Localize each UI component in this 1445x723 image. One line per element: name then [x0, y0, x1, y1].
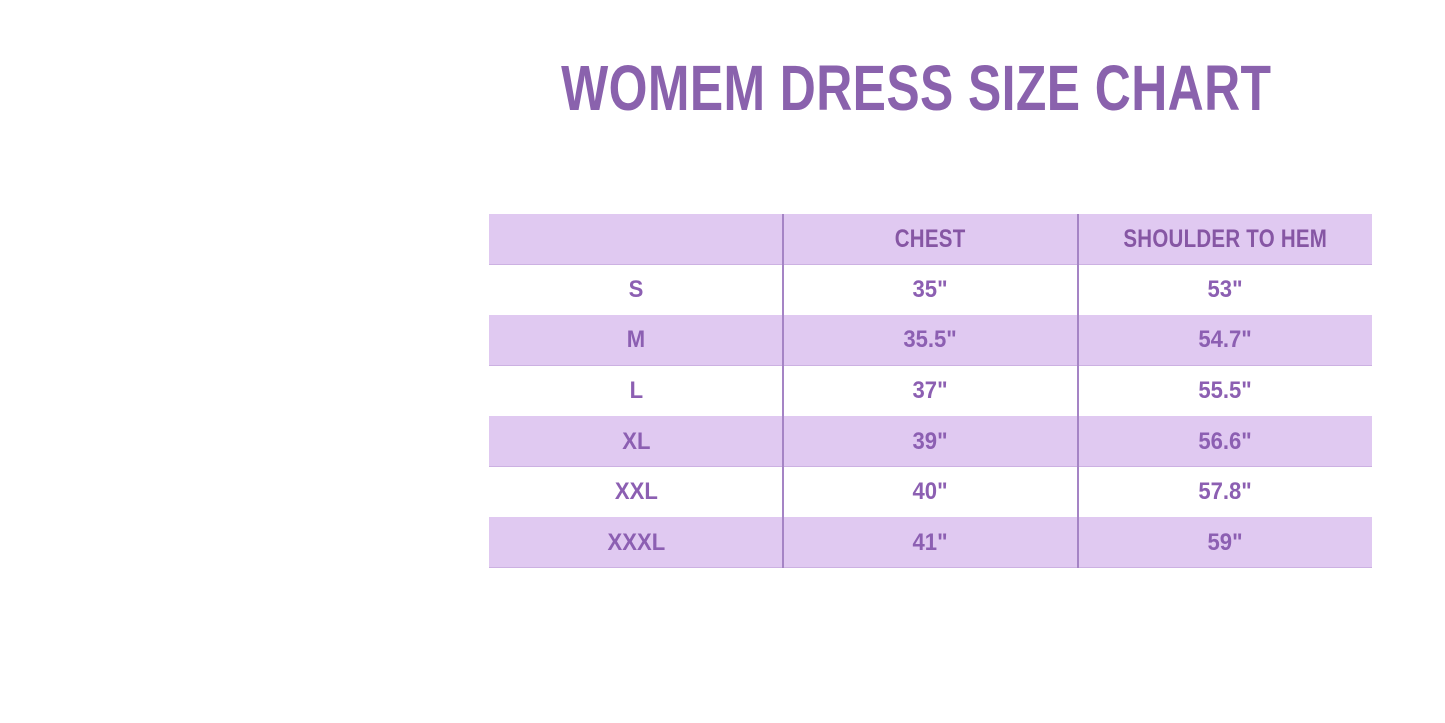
cell-shoulder-to-hem: 59"	[1078, 517, 1372, 568]
chest-value: 35.5"	[903, 326, 958, 354]
cell-size: L	[489, 366, 783, 417]
size-label: XXXL	[607, 528, 665, 556]
chest-value: 35"	[912, 275, 949, 303]
header-cell-chest: CHEST	[783, 214, 1077, 265]
cell-shoulder-to-hem: 57.8"	[1078, 467, 1372, 518]
header-cell-shoulder-to-hem: SHOULDER TO HEM	[1078, 214, 1372, 265]
column-divider	[782, 214, 785, 568]
cell-shoulder-to-hem: 53"	[1078, 265, 1372, 316]
cell-chest: 35"	[783, 265, 1077, 316]
page-title: WOMEM DRESS SIZE CHART	[489, 56, 1372, 120]
shoulder-to-hem-value: 56.6"	[1198, 427, 1252, 455]
chest-value: 41"	[912, 528, 949, 556]
cell-size: S	[489, 265, 783, 316]
size-label: S	[628, 275, 644, 303]
size-label: XXL	[614, 478, 658, 506]
chest-value: 39"	[912, 427, 949, 455]
shoulder-to-hem-value: 55.5"	[1198, 376, 1252, 404]
table-row-l: L 37" 55.5"	[489, 365, 1372, 417]
size-chart-table: CHEST SHOULDER TO HEM S 35" 53" M 35.5"	[489, 214, 1372, 568]
table-row-m: M 35.5" 54.7"	[489, 315, 1372, 366]
cell-chest: 40"	[783, 467, 1077, 518]
shoulder-to-hem-value: 59"	[1207, 528, 1243, 556]
cell-chest: 41"	[783, 517, 1077, 568]
cell-chest: 37"	[783, 366, 1077, 417]
shoulder-to-hem-value: 57.8"	[1198, 478, 1252, 506]
size-label: M	[626, 326, 646, 354]
header-label-shoulder-to-hem: SHOULDER TO HEM	[1122, 224, 1327, 253]
cell-size: XXXL	[489, 517, 783, 568]
table-row-xl: XL 39" 56.6"	[489, 416, 1372, 467]
shoulder-to-hem-value: 53"	[1207, 275, 1243, 303]
header-label-chest: CHEST	[895, 224, 966, 253]
shoulder-to-hem-value: 54.7"	[1198, 326, 1252, 354]
table-row-xxxl: XXXL 41" 59"	[489, 517, 1372, 568]
cell-shoulder-to-hem: 54.7"	[1078, 315, 1372, 366]
cell-chest: 39"	[783, 416, 1077, 467]
size-label: L	[629, 376, 643, 404]
size-label: XL	[622, 427, 651, 455]
table-header-row: CHEST SHOULDER TO HEM	[489, 214, 1372, 265]
cell-shoulder-to-hem: 56.6"	[1078, 416, 1372, 467]
table-row-xxl: XXL 40" 57.8"	[489, 466, 1372, 518]
chest-value: 40"	[912, 478, 949, 506]
column-divider	[1076, 214, 1079, 568]
cell-shoulder-to-hem: 55.5"	[1078, 366, 1372, 417]
table-row-s: S 35" 53"	[489, 264, 1372, 316]
cell-size: M	[489, 315, 783, 366]
header-cell-size	[489, 214, 783, 265]
chest-value: 37"	[912, 376, 949, 404]
cell-size: XXL	[489, 467, 783, 518]
cell-size: XL	[489, 416, 783, 467]
page-title-text: WOMEM DRESS SIZE CHART	[561, 52, 1272, 124]
cell-chest: 35.5"	[783, 315, 1077, 366]
